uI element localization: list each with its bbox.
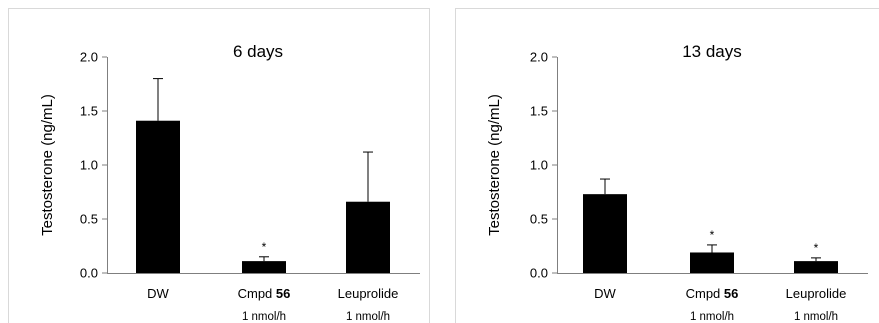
category-sublabel: 1 nmol/h [346,311,390,323]
y-axis-title: Testosterone (ng/mL) [486,94,503,236]
panels: 6 days 0.0 0.5 1.0 1.5 2.0 Testosterone (ng/mL… [8,8,879,323]
category-label: DW [147,286,169,301]
y-tick-label: 0.0 [530,266,548,281]
significance-mark: * [262,240,267,254]
panel-2: 13 days 0.0 0.5 1.0 1.5 2.0 Testosterone (ng/m… [455,8,879,323]
category-label: Cmpd 56 [686,286,739,301]
significance-mark: * [814,241,819,255]
category-sublabel: 1 nmol/h [690,311,734,323]
y-tick-label: 1.5 [80,104,98,119]
panel-1: 6 days 0.0 0.5 1.0 1.5 2.0 Testosterone (ng/mL… [8,8,430,323]
category-sublabel: 1 nmol/h [794,311,838,323]
bar [242,261,286,273]
y-tick-label: 1.0 [80,158,98,173]
y-tick-label: 2.0 [80,50,98,65]
y-tick-label: 1.0 [530,158,548,173]
bar [690,252,734,273]
chart-title: 6 days [233,42,283,61]
category-label-bold: 56 [276,286,290,301]
y-tick-label: 0.5 [530,212,548,227]
significance-mark: * [710,228,715,242]
category-label-text: Leuprolide [338,286,399,301]
category-label-text: Leuprolide [786,286,847,301]
category-sublabel: 1 nmol/h [242,311,286,323]
category-label-bold: 56 [724,286,738,301]
y-tick-label: 2.0 [530,50,548,65]
panel-border [455,8,879,323]
y-tick-label: 0.5 [80,212,98,227]
bar [136,120,180,273]
y-tick-label: 0.0 [80,266,98,281]
chart-title: 13 days [682,42,742,61]
bar [794,261,838,273]
category-label-text: Cmpd [238,286,276,301]
category-label: DW [594,286,616,301]
category-label-text: Cmpd [686,286,724,301]
y-axis-title: Testosterone (ng/mL) [39,94,56,236]
category-label: Leuprolide [786,286,847,301]
y-tick-label: 1.5 [530,104,548,119]
bar [583,194,627,273]
category-label: Cmpd 56 [238,286,291,301]
category-label: Leuprolide [338,286,399,301]
category-label-text: DW [147,286,169,301]
category-label-text: DW [594,286,616,301]
bar [346,201,390,273]
panel-border [8,8,430,323]
